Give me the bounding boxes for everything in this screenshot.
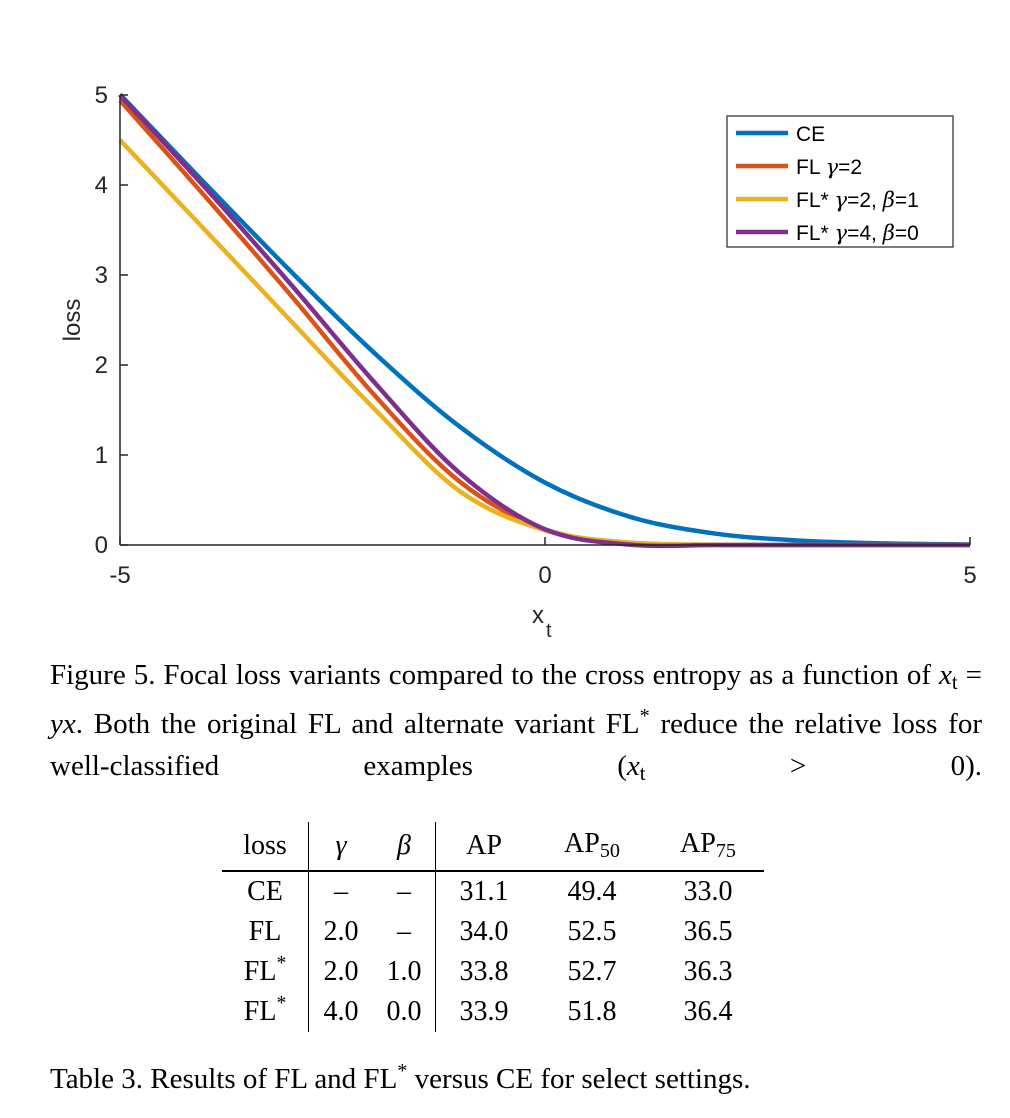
y-tick-label: 2: [95, 352, 108, 379]
legend-box: [726, 115, 954, 248]
loss-name: FL: [243, 996, 277, 1027]
series-line-0: [118, 92, 971, 547]
x-tick-label: 5: [963, 562, 976, 589]
loss-sup: *: [276, 953, 287, 975]
cell-ap: 31.1: [459, 876, 509, 907]
table-row: FL* 2.0 1.0 33.8 52.7 36.3: [222, 952, 764, 992]
loss-name: FL: [243, 956, 277, 987]
table-row: FL* 4.0 0.0 33.9 51.8 36.4: [222, 992, 764, 1032]
figure-caption-prefix: Figure 5. Focal loss variants compared t…: [50, 659, 939, 691]
x-tick-label: 0: [538, 562, 551, 589]
cell-beta: 1.0: [373, 952, 436, 992]
table-caption: Table 3. Results of FL and FL* versus CE…: [50, 1058, 982, 1100]
header-ap75: AP75: [652, 822, 764, 872]
cell-beta: 0.0: [373, 992, 436, 1032]
x-axis-label: xt: [532, 602, 552, 642]
loss-name: FL: [248, 916, 282, 947]
eq-equals: =: [957, 659, 982, 691]
cell-gamma: 2.0: [323, 916, 359, 947]
y-tick-label: 4: [95, 172, 108, 199]
table-caption-suffix: versus CE for select settings.: [407, 1063, 751, 1095]
header-ap75-sub: 75: [715, 840, 736, 863]
cond-var: x: [626, 750, 640, 783]
table-caption-star: *: [397, 1059, 408, 1082]
y-tick-label: 0: [95, 532, 108, 559]
cell-loss: FL: [222, 912, 309, 952]
cell-loss: FL*: [222, 992, 309, 1032]
cell-ap75: 36.3: [683, 956, 733, 987]
cell-ap50: 49.4: [567, 876, 617, 907]
y-axis-label: loss: [59, 299, 86, 342]
figure-caption-suffix: reduce the relative loss for well-classi…: [50, 708, 982, 783]
legend-label-3: FL* γ=4, β=0: [796, 221, 919, 245]
y-tick-label: 3: [95, 262, 108, 289]
fl-star: *: [639, 705, 650, 728]
header-ap50-main: AP: [564, 828, 600, 860]
legend-label-1: FL γ=2: [796, 155, 862, 179]
header-ap: AP: [435, 822, 532, 872]
cell-beta: –: [373, 912, 436, 952]
header-beta: β: [373, 822, 436, 872]
cell-gamma: 2.0: [323, 956, 359, 987]
legend-entries: CE FL γ=2 FL* γ=2, β=1 FL* γ=4, β=0: [736, 123, 919, 245]
legend-label-0: CE: [796, 123, 825, 146]
loss-name: CE: [247, 876, 283, 907]
cell-beta: –: [373, 871, 436, 912]
table-caption-prefix: Table 3. Results of FL and FL: [50, 1063, 398, 1095]
cell-ap: 34.0: [459, 916, 509, 947]
eq-lhs-sub: t: [951, 670, 958, 695]
legend: CE FL γ=2 FL* γ=2, β=1 FL* γ=4, β=0: [726, 115, 954, 248]
cell-loss: FL*: [222, 952, 309, 992]
cell-ap75: 36.4: [683, 996, 733, 1027]
cell-ap50: 51.8: [567, 996, 617, 1027]
cell-gamma: –: [334, 876, 348, 907]
cell-gamma: 4.0: [323, 996, 359, 1027]
figure-caption-mid: . Both the original FL and alternate var…: [75, 708, 640, 741]
cell-loss: CE: [222, 871, 309, 912]
cell-ap75: 36.5: [683, 916, 733, 947]
header-gamma: γ: [308, 822, 373, 872]
y-tick-label: 1: [95, 442, 108, 469]
cell-ap75: 33.0: [683, 876, 733, 907]
cell-ap50: 52.7: [567, 956, 617, 987]
header-ap50: AP50: [532, 822, 652, 872]
cell-ap: 33.8: [459, 956, 509, 987]
eq-lhs: x: [938, 659, 952, 691]
figure-caption: Figure 5. Focal loss variants compared t…: [50, 654, 982, 794]
x-axis-label-main: x: [532, 602, 544, 629]
eq-rhs: yx: [50, 708, 76, 741]
loss-sup: *: [276, 993, 287, 1015]
cell-ap: 33.9: [459, 996, 509, 1027]
header-ap75-main: AP: [680, 828, 716, 860]
table-row: FL 2.0 – 34.0 52.5 36.5: [222, 912, 764, 952]
header-ap50-sub: 50: [599, 840, 620, 863]
y-tick-label: 5: [95, 82, 108, 109]
x-axis-label-sub: t: [546, 620, 552, 642]
cond-sub: t: [639, 761, 646, 786]
header-gamma-symbol: γ: [335, 830, 347, 861]
x-tick-label: -5: [109, 562, 130, 589]
legend-label-2: FL* γ=2, β=1: [796, 188, 919, 212]
results-table: loss γ β AP AP50 AP75 CE – – 31.1 49.4 3…: [222, 822, 764, 1032]
header-loss: loss: [222, 822, 309, 872]
table-row: CE – – 31.1 49.4 33.0: [222, 871, 764, 912]
table-header-row: loss γ β AP AP50 AP75: [222, 822, 764, 872]
cond-rest: > 0).: [645, 750, 982, 783]
cell-ap50: 52.5: [567, 916, 617, 947]
header-beta-symbol: β: [397, 830, 411, 861]
